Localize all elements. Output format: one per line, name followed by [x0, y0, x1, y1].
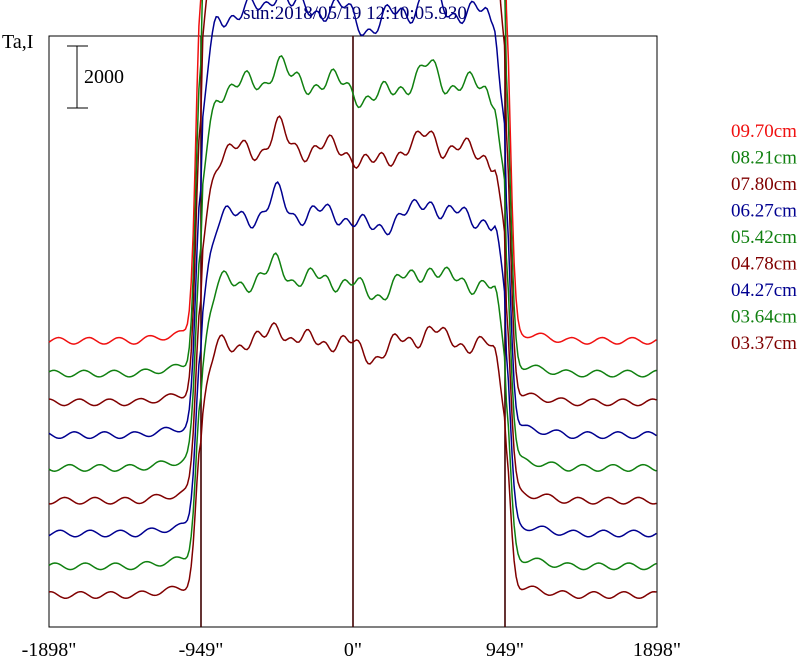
x-tick-labels: -1898" -949" 0" 949" 1898" — [22, 639, 682, 661]
series-line-07.80cm — [48, 0, 657, 407]
series-line-09.70cm — [48, 0, 657, 345]
series-group — [48, 0, 657, 600]
series-line-05.42cm — [48, 54, 657, 472]
series-line-06.27cm — [48, 0, 657, 440]
x-tick-label-3: 949" — [486, 639, 524, 661]
legend-item-06.27cm: 06.27cm — [731, 201, 797, 222]
legend-item-05.42cm: 05.42cm — [731, 227, 797, 248]
legend-item-09.70cm: 09.70cm — [731, 121, 797, 142]
scale-bar: 2000 — [67, 45, 124, 109]
x-tick-label-1: -949" — [179, 639, 224, 661]
scale-bar-label: 2000 — [84, 66, 124, 88]
series-line-04.27cm — [48, 181, 657, 538]
legend-item-07.80cm: 07.80cm — [731, 174, 797, 195]
series-line-03.37cm — [48, 321, 657, 600]
legend-item-08.21cm: 08.21cm — [731, 148, 797, 169]
legend-item-03.64cm: 03.64cm — [731, 307, 797, 328]
chart-title: sun:2018/05/19 12:10:05.930 — [243, 3, 467, 24]
x-tick-label-4: 1898" — [633, 639, 681, 661]
x-tick-label-0: -1898" — [22, 639, 77, 661]
legend-item-04.27cm: 04.27cm — [731, 280, 797, 301]
legend: 09.70cm 08.21cm 07.80cm 06.27cm 05.42cm 04.78… — [731, 121, 797, 354]
x-tick-label-2: 0" — [344, 639, 362, 661]
legend-item-03.37cm: 03.37cm — [731, 333, 797, 354]
y-axis-label: Ta,I — [2, 31, 33, 53]
series-line-04.78cm — [49, 115, 657, 505]
vertical-reference-lines — [200, 36, 506, 627]
series-line-03.64cm — [48, 252, 657, 571]
legend-item-04.78cm: 04.78cm — [731, 254, 797, 275]
series-line-08.21cm — [48, 0, 657, 378]
